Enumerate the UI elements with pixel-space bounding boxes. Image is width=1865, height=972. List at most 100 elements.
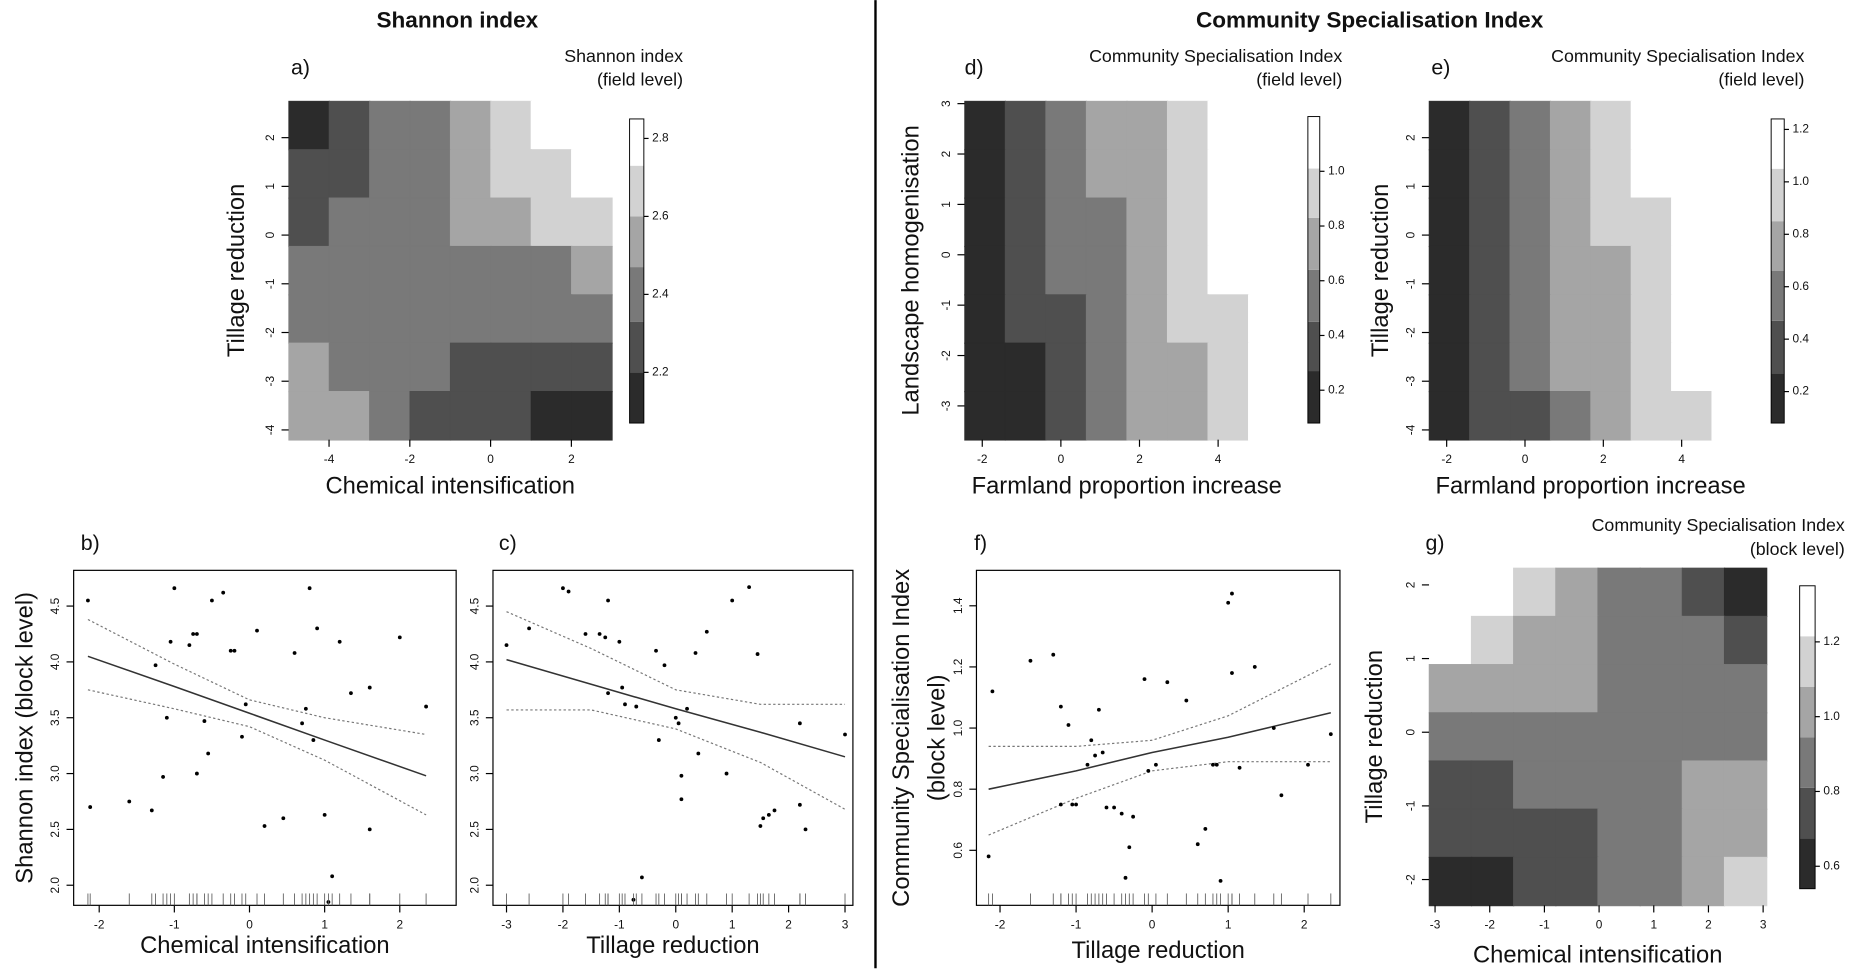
- point: [1271, 726, 1276, 730]
- colorbar-tick-label: 0.6: [1823, 858, 1840, 872]
- point: [1226, 600, 1231, 605]
- point: [724, 771, 729, 776]
- contour-cell: [1590, 294, 1632, 344]
- point: [127, 799, 132, 804]
- contour-cell: [1470, 615, 1515, 666]
- x-tick-label: 3: [1760, 918, 1767, 932]
- colorbar-tick-label: 0.8: [1328, 218, 1345, 232]
- contour-cell: [1085, 391, 1128, 441]
- contour-cell: [1085, 245, 1128, 296]
- contour-cell: [1085, 149, 1128, 199]
- point: [255, 628, 259, 633]
- contour-cell: [490, 100, 532, 151]
- point: [1100, 750, 1105, 755]
- contour-cell: [1470, 567, 1515, 618]
- y-tick-label: 4.0: [467, 653, 481, 670]
- contour-cell: [1428, 197, 1471, 248]
- point: [797, 721, 802, 726]
- contour-cell: [1681, 712, 1726, 762]
- contour-cell: [1207, 294, 1250, 344]
- x-tick-label: 2: [396, 918, 403, 932]
- colorbar-tick-label: 0.4: [1328, 328, 1345, 342]
- contour-cell: [1248, 149, 1290, 199]
- contour-cell: [1248, 294, 1290, 344]
- contour-cell: [1207, 197, 1250, 248]
- y-axis-label: Tillage reduction: [1361, 650, 1388, 823]
- fit-lower: [506, 709, 846, 810]
- x-axis-label: Farmland proportion increase: [972, 472, 1282, 499]
- contour-cell: [409, 342, 452, 393]
- contour-cell: [1248, 391, 1290, 441]
- point: [606, 691, 610, 696]
- x-axis-label: Tillage reduction: [586, 932, 759, 959]
- colorbar-band: [1771, 118, 1785, 169]
- contour-cell: [1639, 567, 1683, 618]
- y-tick-label: 2.0: [48, 877, 62, 894]
- point: [620, 685, 625, 690]
- contour-cell: [1470, 760, 1515, 810]
- colorbar-tick-label: 0.8: [1823, 784, 1840, 798]
- point: [504, 643, 509, 648]
- contour-cell: [490, 149, 532, 199]
- colorbar-band: [1771, 270, 1785, 321]
- contour-cell: [1428, 100, 1471, 151]
- contour-cell: [1671, 342, 1713, 393]
- contour-cell: [449, 342, 492, 393]
- contour-cell: [449, 245, 492, 296]
- point: [172, 586, 177, 591]
- colorbar-tick-label: 2.2: [652, 364, 669, 378]
- point: [1203, 827, 1208, 831]
- colorbar-tick-label: 0.2: [1328, 382, 1345, 396]
- x-tick-label: 0: [1149, 918, 1156, 932]
- y-tick-label: -1: [1403, 278, 1417, 289]
- point: [640, 875, 644, 880]
- point: [228, 648, 233, 653]
- fit-upper: [87, 618, 427, 736]
- y-axis-label: Landscape homogenisation: [898, 125, 925, 416]
- x-tick-label: -1: [1071, 918, 1082, 932]
- contour-cell: [1513, 760, 1557, 810]
- contour-cell: [1630, 245, 1673, 296]
- contour-cell: [1469, 245, 1511, 296]
- point: [1028, 658, 1033, 663]
- y-tick-label: -1: [263, 278, 277, 289]
- point: [1142, 677, 1147, 682]
- fit-values: [87, 655, 427, 777]
- contour-cell: [1513, 712, 1557, 762]
- contour-cell: [1681, 567, 1726, 618]
- contour-cell: [1555, 712, 1599, 762]
- contour-cell: [449, 391, 492, 441]
- point: [685, 706, 689, 711]
- contour-cell: [1681, 615, 1726, 666]
- point: [1058, 802, 1063, 807]
- contour-cell: [1555, 615, 1599, 666]
- point: [300, 721, 305, 726]
- y-tick-label: 1: [1403, 183, 1417, 190]
- contour-cell: [571, 149, 613, 199]
- contour-cell: [1671, 391, 1713, 441]
- colorbar-frame: [629, 118, 645, 424]
- x-tick-label: -2: [977, 452, 988, 466]
- point: [349, 691, 353, 696]
- contour-cell: [1630, 197, 1673, 248]
- contour-cell: [328, 149, 371, 199]
- contour-cell: [409, 294, 452, 344]
- colorbar-band: [1799, 686, 1816, 738]
- colorbar-band: [1307, 371, 1320, 424]
- point: [623, 702, 627, 707]
- contour-cell: [1711, 245, 1754, 296]
- contour-cell: [288, 294, 330, 344]
- point: [1089, 738, 1094, 743]
- point: [367, 827, 372, 832]
- contour-cell: [1671, 197, 1713, 248]
- contour-cell: [1639, 615, 1683, 666]
- y-tick-label: 1.2: [951, 659, 965, 676]
- point: [617, 639, 622, 644]
- contour-cell: [1126, 245, 1169, 296]
- point: [322, 812, 327, 817]
- contour-cell: [369, 342, 411, 393]
- y-tick-label: 0.6: [951, 842, 965, 859]
- y-tick-label: -3: [1403, 376, 1417, 387]
- contour-cell: [530, 391, 573, 441]
